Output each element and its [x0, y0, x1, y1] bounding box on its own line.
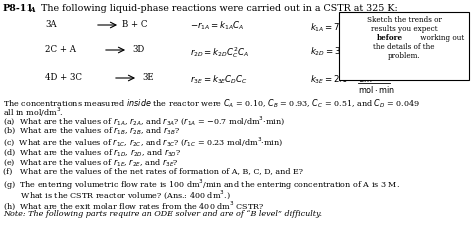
Text: $\mathrm{dm}^6$: $\mathrm{dm}^6$: [358, 45, 376, 57]
Text: Note: The following parts require an ODE solver and are of “B level” difficulty.: Note: The following parts require an ODE…: [3, 210, 322, 217]
Text: $-r_{1A} = k_{1A}C_A$: $-r_{1A} = k_{1A}C_A$: [190, 20, 245, 32]
Text: Sketch the trends or: Sketch the trends or: [366, 16, 441, 24]
Text: A: A: [30, 5, 36, 13]
Text: What is the CSTR reactor volume? (Ans.: 400 dm$^3$.): What is the CSTR reactor volume? (Ans.: …: [3, 188, 231, 201]
Text: $\mathrm{mol}^2 \cdot \mathrm{min}$: $\mathrm{mol}^2 \cdot \mathrm{min}$: [358, 56, 399, 68]
FancyBboxPatch shape: [339, 12, 469, 80]
Text: P8-11: P8-11: [3, 4, 34, 13]
Text: The concentrations measured $\it{inside}$ the reactor were $C_A$ = 0.10, $C_B$ =: The concentrations measured $\it{inside}…: [3, 97, 420, 109]
Text: The following liquid-phase reactions were carried out in a CSTR at 325 K:: The following liquid-phase reactions wer…: [35, 4, 398, 13]
Text: 3A: 3A: [45, 20, 56, 29]
Text: $r_{2D} = k_{2D}C_C^2C_A$: $r_{2D} = k_{2D}C_C^2C_A$: [190, 45, 249, 60]
Text: before: before: [377, 34, 403, 42]
Text: (d)  What are the values of $r_{1D}$, $r_{2D}$, and $r_{3D}$?: (d) What are the values of $r_{1D}$, $r_…: [3, 146, 181, 158]
Text: (h)  What are the exit molar flow rates from the 400 dm$^3$ CSTR?: (h) What are the exit molar flow rates f…: [3, 199, 264, 212]
Text: $\mathrm{dm}^3$: $\mathrm{dm}^3$: [358, 73, 376, 85]
Text: $k_{2D} = 3.0$: $k_{2D} = 3.0$: [310, 45, 349, 57]
Text: results you expect: results you expect: [371, 25, 438, 33]
Text: B + C: B + C: [122, 20, 147, 29]
Text: the details of the: the details of the: [373, 43, 435, 51]
Text: (g)  The entering volumetric flow rate is 100 dm$^3$/min and the entering concen: (g) The entering volumetric flow rate is…: [3, 178, 400, 192]
Text: (f)   What are the values of the net rates of formation of A, B, C, D, and E?: (f) What are the values of the net rates…: [3, 168, 303, 175]
Text: (e)  What are the values of $r_{1E}$, $r_{2E}$, and $r_{3E}$?: (e) What are the values of $r_{1E}$, $r_…: [3, 157, 179, 168]
Text: 4D + 3C: 4D + 3C: [45, 73, 82, 82]
Text: all in mol/dm$^3$.: all in mol/dm$^3$.: [3, 106, 64, 119]
Text: (b)  What are the values of $r_{1B}$, $r_{2B}$, and $r_{3B}$?: (b) What are the values of $r_{1B}$, $r_…: [3, 126, 180, 136]
Text: $k_{3E} = 2.0$: $k_{3E} = 2.0$: [310, 73, 349, 86]
Text: 2C + A: 2C + A: [45, 45, 76, 54]
Text: $r_{3E} = k_{3E}C_DC_C$: $r_{3E} = k_{3E}C_DC_C$: [190, 73, 248, 86]
Text: problem.: problem.: [388, 52, 420, 60]
Text: 3E: 3E: [142, 73, 154, 82]
Text: working out: working out: [418, 34, 464, 42]
Text: (a)  What are the values of $r_{1A}$, $r_{2A}$, and $r_{3A}$? ($r_{1A}$ = $-$0.7: (a) What are the values of $r_{1A}$, $r_…: [3, 115, 285, 128]
Text: 3D: 3D: [132, 45, 144, 54]
Text: (c)  What are the values of $r_{1C}$, $r_{2C}$, and $r_{3C}$? ($r_{1C}$ = 0.23 m: (c) What are the values of $r_{1C}$, $r_…: [3, 136, 283, 149]
Text: $\mathrm{mol} \cdot \mathrm{min}$: $\mathrm{mol} \cdot \mathrm{min}$: [358, 84, 395, 95]
Text: $k_{1A} = 7.0\ \mathrm{min}^{-1}$: $k_{1A} = 7.0\ \mathrm{min}^{-1}$: [310, 20, 377, 34]
